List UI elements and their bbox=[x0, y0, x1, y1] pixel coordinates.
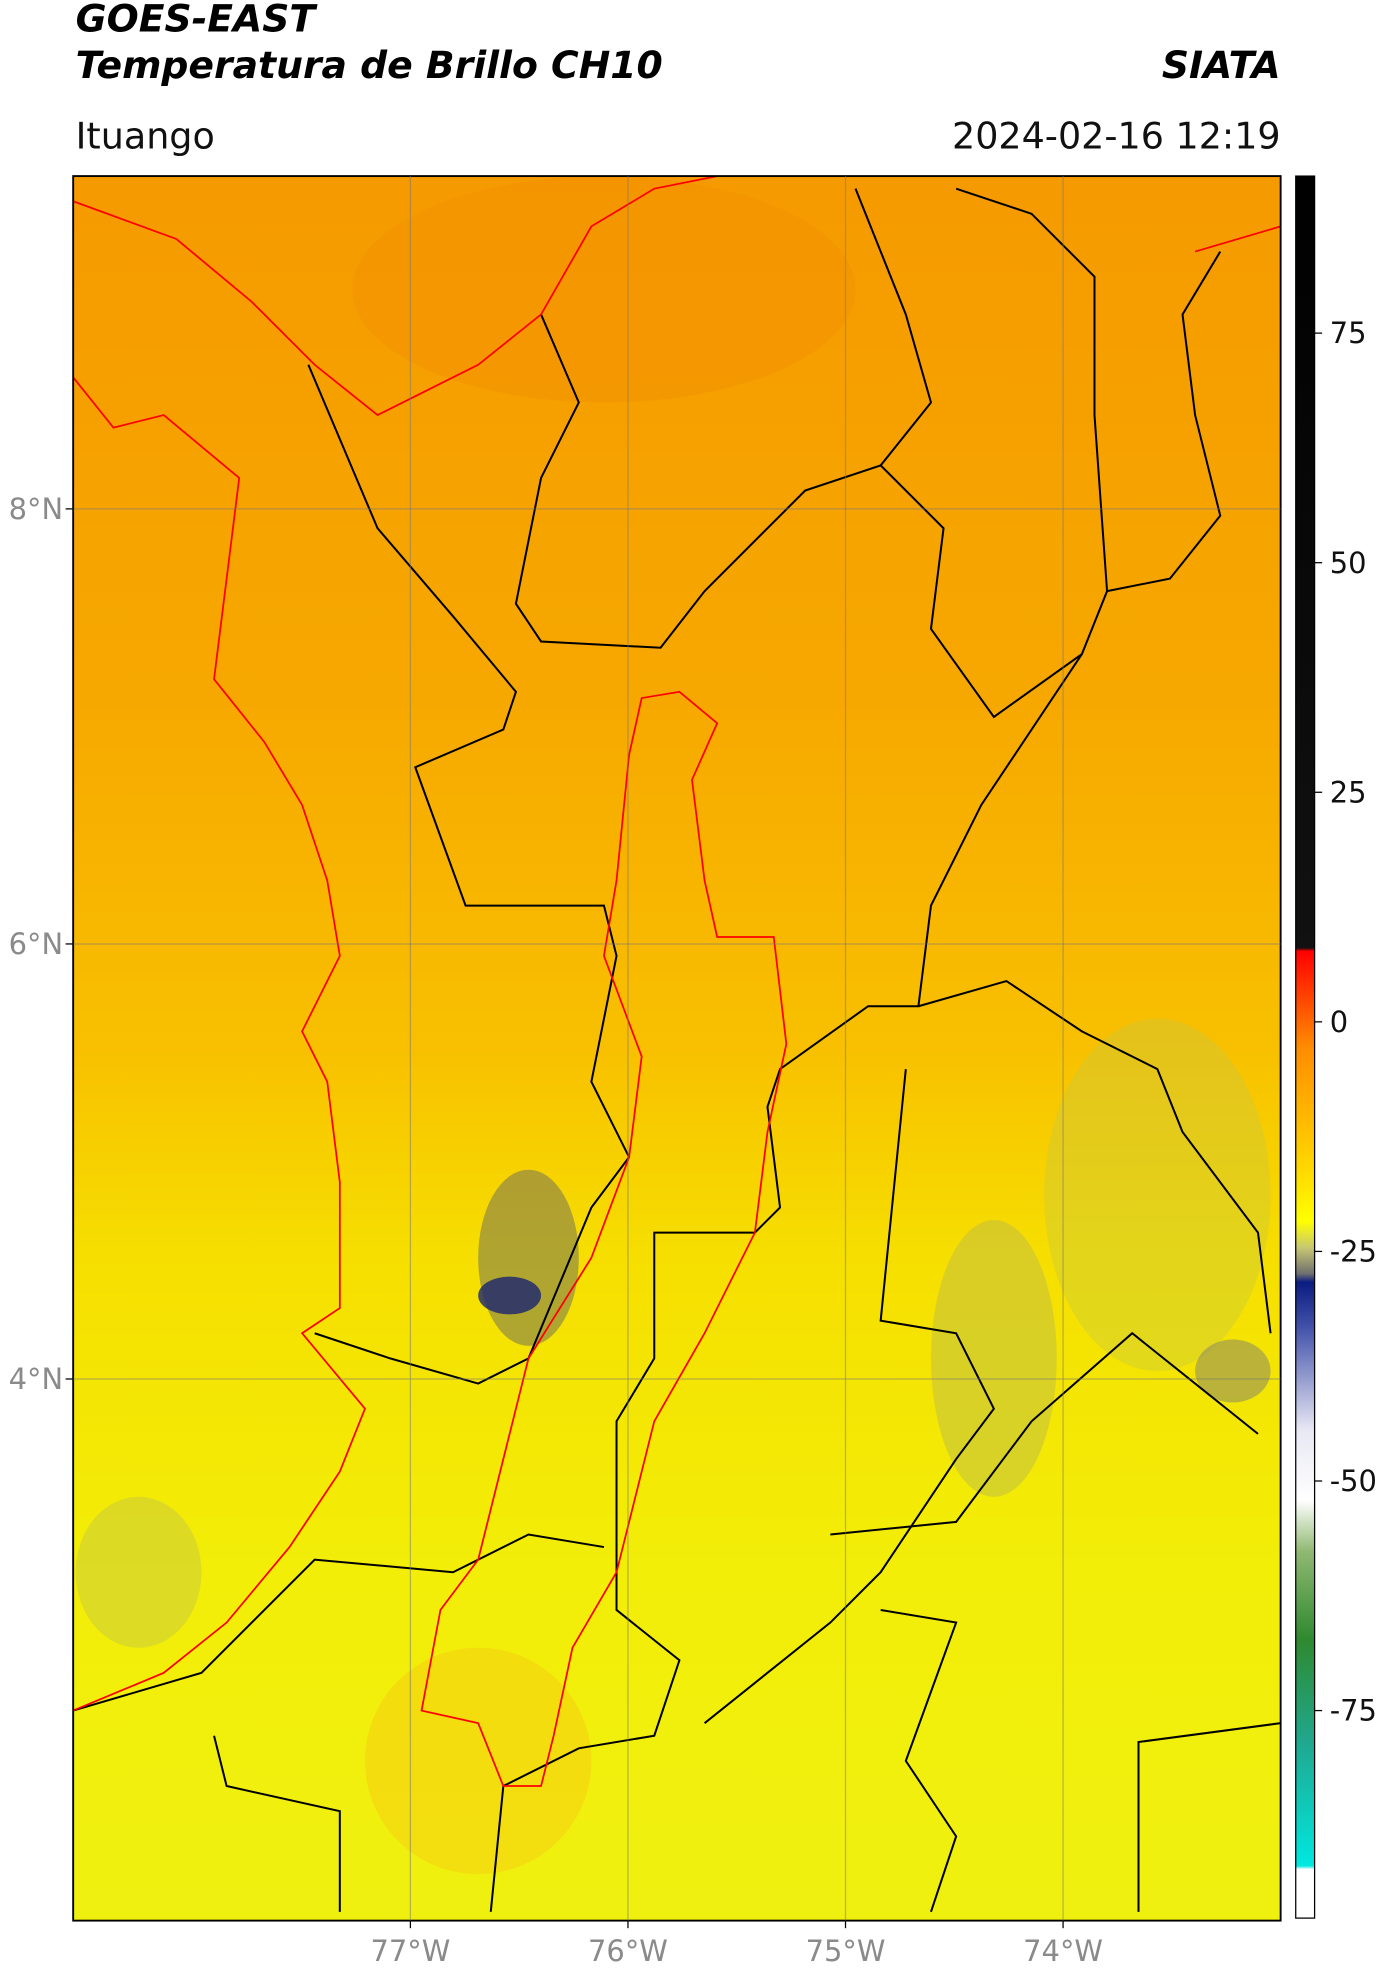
colorbar-tick-label: 50 bbox=[1330, 546, 1367, 580]
product: Temperatura de Brillo CH10 bbox=[76, 43, 663, 87]
y-tick-label: 4°N bbox=[9, 1362, 63, 1396]
map-frame bbox=[72, 175, 1282, 1922]
x-tick-label: 76°W bbox=[588, 1934, 668, 1968]
colorbar bbox=[1295, 175, 1316, 1919]
location: Ituango bbox=[76, 114, 215, 157]
colorbar-tick-label: -50 bbox=[1330, 1464, 1377, 1498]
datetime: 2024-02-16 12:19 bbox=[952, 114, 1281, 157]
colorbar-tick-label: -75 bbox=[1330, 1694, 1377, 1728]
map-image bbox=[73, 176, 1281, 1921]
coastline bbox=[72, 175, 1281, 1787]
y-tick-label: 8°N bbox=[9, 492, 63, 526]
x-tick-label: 74°W bbox=[1023, 1934, 1103, 1968]
source: SIATA bbox=[1162, 43, 1281, 87]
colorbar-tick-label: 75 bbox=[1330, 316, 1367, 350]
x-tick-label: 77°W bbox=[370, 1934, 450, 1968]
colorbar-tick-label: 25 bbox=[1330, 775, 1367, 809]
borders bbox=[72, 187, 1281, 1913]
satellite: GOES-EAST bbox=[76, 0, 319, 40]
colorbar-tick-label: -25 bbox=[1330, 1234, 1377, 1268]
colorbar-tick-label: 0 bbox=[1330, 1005, 1348, 1039]
x-tick-label: 75°W bbox=[806, 1934, 886, 1968]
y-tick-label: 6°N bbox=[9, 927, 63, 961]
